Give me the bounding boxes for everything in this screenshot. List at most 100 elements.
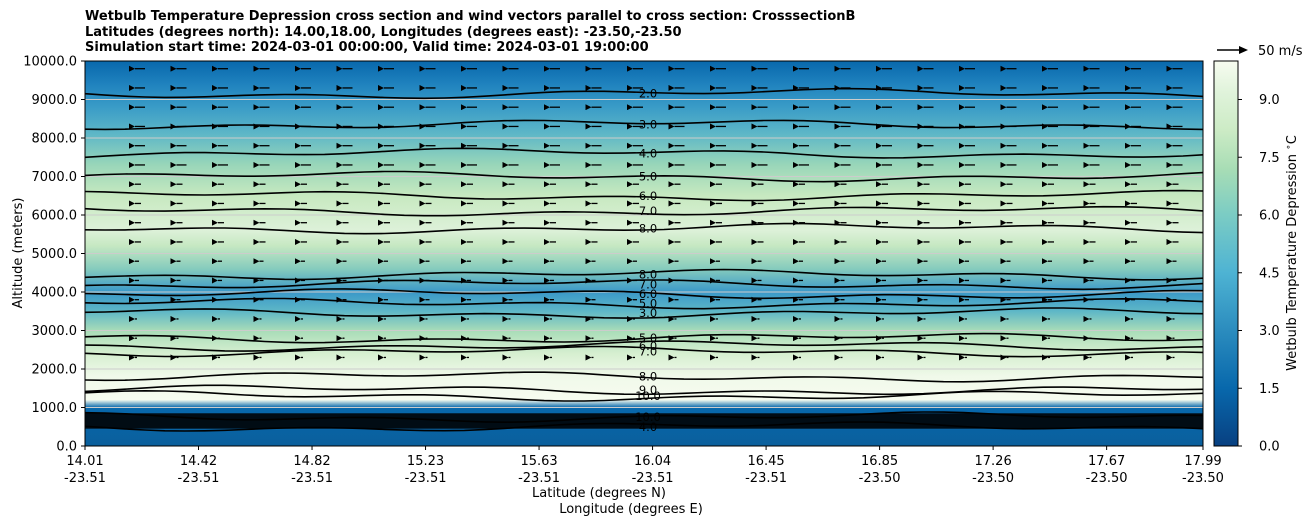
wind-vectors (129, 65, 1183, 361)
x-tick-label-lat: 17.99 (1184, 454, 1221, 469)
contour-label: 4.0 (639, 146, 657, 160)
contour-label: 4.0 (639, 420, 657, 434)
contour-label: 5.0 (639, 170, 657, 184)
contour-lines (84, 87, 1204, 432)
colorbar-tick-label: 4.5 (1259, 266, 1280, 281)
contour-label: 10.0 (635, 389, 661, 403)
contour-line (84, 222, 1204, 235)
x-tick-label-lat: 15.63 (520, 454, 557, 469)
y-tick-label: 4000.0 (32, 286, 78, 301)
contour-line (84, 189, 1204, 202)
contour-label: 10.0 (635, 410, 661, 424)
x-tick-label-lon: -23.51 (405, 471, 447, 486)
y-tick-label: 6000.0 (32, 209, 78, 224)
y-tick-label: 7000.0 (32, 170, 78, 185)
quiver-key-label: 50 m/s (1258, 44, 1303, 59)
x-tick-label-lon: -23.51 (745, 471, 787, 486)
y-tick-label: 8000.0 (32, 132, 78, 147)
contour-line (84, 205, 1204, 217)
y-tick-label: 3000.0 (32, 324, 78, 339)
x-tick-label-lon: -23.51 (291, 471, 333, 486)
x-tick-label-lon: -23.51 (178, 471, 220, 486)
contour-label: 6.0 (639, 287, 657, 301)
colorbar-tick-label: 7.5 (1259, 151, 1280, 166)
quiver-key-arrowhead (1239, 46, 1248, 54)
contour-label: 3.0 (639, 306, 657, 320)
x-tick-label-lon: -23.51 (632, 471, 674, 486)
title-line-1: Wetbulb Temperature Depression cross sec… (85, 9, 856, 24)
contour-line (84, 87, 1204, 100)
contour-label: 3.0 (639, 118, 657, 132)
contour-line (84, 288, 1204, 300)
title-line-2: Latitudes (degrees north): 14.00,18.00, … (85, 24, 682, 40)
surface-contour-band (85, 413, 1203, 429)
contour-label: 8.0 (639, 268, 657, 282)
x-tick-label-lat: 16.85 (861, 454, 898, 469)
contour-label: 7.0 (639, 204, 657, 218)
x-axis: 14.01 -23.51 14.42 -23.51 14.82 -23.51 15.23 -2… (64, 446, 1224, 486)
plot-area: 2.03.04.05.06.07.08.08.07.06.05.03.05.06… (84, 60, 1204, 447)
x-tick-label-lat: 17.67 (1088, 454, 1125, 469)
y-tick-label: 5000.0 (32, 247, 78, 262)
contour-label: 8.0 (639, 370, 657, 384)
contour-label: 7.0 (639, 277, 657, 291)
y-axis-label: Altitude (meters) (11, 198, 26, 309)
contour-label: 8.0 (639, 221, 657, 235)
x-axis-label-lat: Latitude (degrees N) (532, 486, 666, 501)
contour-line (84, 119, 1204, 131)
x-tick-label-lon: -23.50 (859, 471, 901, 486)
x-axis-label-lon: Longitude (degrees E) (559, 502, 703, 517)
x-tick-label-lon: -23.51 (64, 471, 106, 486)
contour-line (84, 332, 1204, 344)
y-tick-label: 10000.0 (23, 55, 77, 70)
x-tick-label-lat: 14.42 (180, 454, 217, 469)
contour-line (84, 170, 1204, 183)
contour-line (84, 389, 1204, 402)
contour-label: 7.0 (639, 345, 657, 359)
contour-line (84, 340, 1204, 352)
colorbar-bar (1213, 60, 1239, 447)
contour-line (84, 307, 1204, 319)
x-tick-label-lon: -23.51 (518, 471, 560, 486)
y-tick-label: 9000.0 (32, 93, 78, 108)
y-tick-label: 0.0 (56, 440, 77, 455)
colorbar-tick-label: 9.0 (1259, 93, 1280, 108)
contour-labels: 2.03.04.05.06.07.08.08.07.06.05.03.05.06… (635, 87, 661, 434)
contour-label: 2.0 (639, 87, 657, 101)
contour-line (84, 384, 1204, 396)
colorbar-ticks: 0.0 1.5 3.0 4.5 6.0 7.5 9.0 (1238, 93, 1280, 455)
contour-label: 6.0 (639, 189, 657, 203)
contour-line (84, 268, 1204, 281)
x-tick-label-lat: 17.26 (975, 454, 1012, 469)
y-tick-label: 2000.0 (32, 363, 78, 378)
colorbar-tick-label: 3.0 (1259, 324, 1280, 339)
x-tick-label-lat: 16.04 (634, 454, 671, 469)
colorbar: 0.0 1.5 3.0 4.5 6.0 7.5 9.0 Wetbulb Temperatur… (1213, 60, 1300, 455)
y-axis: 0.0 1000.0 2000.0 3000.0 4000.0 5000.0 6000.0 7… (23, 55, 85, 455)
contour-label: 5.0 (639, 297, 657, 311)
contour-line (84, 371, 1204, 383)
contour-label: 9.0 (639, 383, 657, 397)
contour-line (84, 345, 1204, 358)
x-tick-label-lat: 15.23 (407, 454, 444, 469)
colorbar-tick-label: 1.5 (1259, 382, 1280, 397)
contour-label: 6.0 (639, 339, 657, 353)
contour-line (84, 279, 1204, 291)
colorbar-tick-label: 6.0 (1259, 209, 1280, 224)
x-tick-label-lat: 14.82 (293, 454, 330, 469)
contour-label: 5.0 (639, 331, 657, 345)
chart-title: Wetbulb Temperature Depression cross sec… (85, 9, 855, 56)
x-tick-label-lat: 14.01 (66, 454, 103, 469)
x-tick-label-lon: -23.50 (972, 471, 1014, 486)
colorbar-tick-label: 0.0 (1259, 440, 1280, 455)
x-tick-label-lon: -23.50 (1086, 471, 1128, 486)
y-tick-label: 1000.0 (32, 401, 78, 416)
contour-line (84, 147, 1204, 159)
title-line-3: Simulation start time: 2024-03-01 00:00:… (85, 40, 649, 55)
x-tick-label-lon: -23.50 (1182, 471, 1224, 486)
quiver-key: 50 m/s (1217, 44, 1303, 59)
colorbar-label: Wetbulb Temperature Depression ∘C (1284, 135, 1300, 371)
x-tick-label-lat: 16.45 (747, 454, 784, 469)
contour-line (84, 297, 1204, 310)
